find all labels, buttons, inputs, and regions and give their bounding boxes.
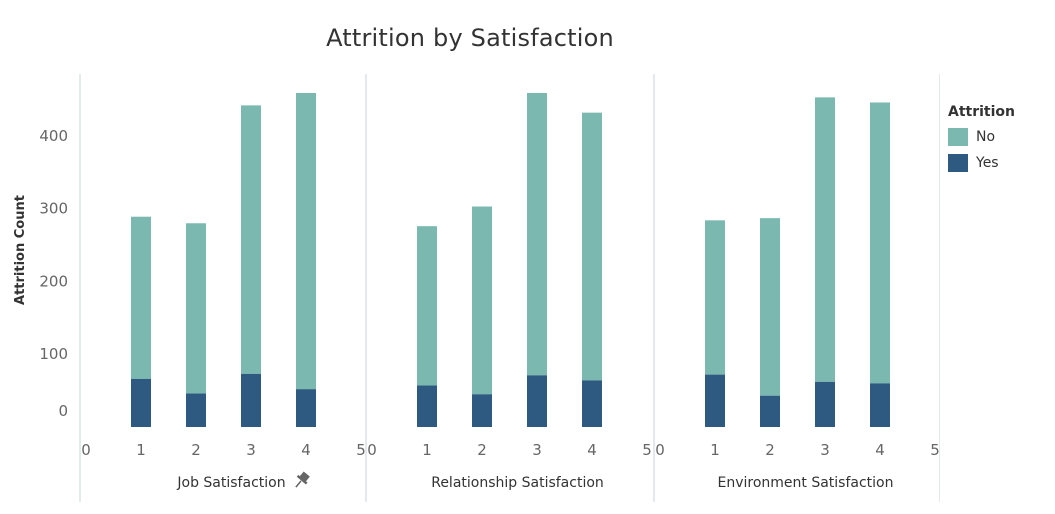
y-tick-label: 300 bbox=[39, 200, 68, 218]
y-tick-label: 200 bbox=[39, 272, 68, 290]
chart-title: Attrition by Satisfaction bbox=[326, 24, 614, 52]
legend-title: Attrition bbox=[948, 104, 1015, 120]
bar-yes bbox=[582, 380, 602, 427]
x-tick-label: 4 bbox=[875, 441, 885, 459]
legend-label-yes: Yes bbox=[976, 155, 999, 171]
x-tick-label: 3 bbox=[532, 441, 542, 459]
bar-no bbox=[131, 216, 151, 379]
pin-icon[interactable] bbox=[291, 470, 311, 491]
bar-no bbox=[241, 105, 261, 374]
x-tick-label: 0 bbox=[367, 441, 377, 459]
x-tick-label: 4 bbox=[301, 441, 311, 459]
bar-yes bbox=[527, 375, 547, 427]
x-tick-label: 1 bbox=[136, 441, 146, 459]
y-tick-label: 100 bbox=[39, 345, 68, 363]
x-tick-label: 4 bbox=[587, 441, 597, 459]
bar-no bbox=[527, 93, 547, 376]
bar-yes bbox=[186, 393, 206, 427]
x-tick-label: 3 bbox=[820, 441, 830, 459]
x-tick-label: 2 bbox=[191, 441, 201, 459]
x-tick-label: 2 bbox=[765, 441, 775, 459]
bar-yes bbox=[417, 385, 437, 427]
bar-no bbox=[705, 220, 725, 375]
x-tick-label: 3 bbox=[246, 441, 256, 459]
bar-yes bbox=[472, 394, 492, 427]
bar-no bbox=[582, 112, 602, 381]
bar-yes bbox=[815, 381, 835, 427]
y-axis-label: Attrition Count bbox=[13, 195, 28, 305]
bar-yes bbox=[705, 374, 725, 427]
legend-swatch-yes bbox=[948, 154, 968, 172]
y-tick-label: 400 bbox=[39, 127, 68, 145]
x-tick-label: 5 bbox=[356, 441, 366, 459]
bar-yes bbox=[241, 373, 261, 427]
bar-no bbox=[815, 97, 835, 382]
y-tick-label: 0 bbox=[58, 402, 68, 420]
bar-no bbox=[472, 206, 492, 395]
bar-yes bbox=[870, 383, 890, 427]
bar-no bbox=[417, 226, 437, 386]
bar-yes bbox=[296, 389, 316, 427]
x-tick-label: 1 bbox=[710, 441, 720, 459]
x-axis-label: Environment Satisfaction bbox=[717, 475, 893, 491]
x-tick-label: 1 bbox=[422, 441, 432, 459]
x-axis-label: Relationship Satisfaction bbox=[431, 475, 604, 491]
legend-item-yes[interactable]: Yes bbox=[948, 154, 1015, 172]
bar-no bbox=[186, 223, 206, 394]
x-tick-label: 2 bbox=[477, 441, 487, 459]
x-axis-label: Job Satisfaction bbox=[176, 475, 285, 491]
bar-no bbox=[760, 218, 780, 396]
legend-label-no: No bbox=[976, 129, 996, 145]
legend-swatch-no bbox=[948, 128, 968, 146]
x-tick-label: 5 bbox=[642, 441, 652, 459]
x-tick-label: 0 bbox=[81, 441, 91, 459]
legend: Attrition No Yes bbox=[948, 104, 1015, 180]
bar-yes bbox=[760, 395, 780, 427]
legend-item-no[interactable]: No bbox=[948, 128, 1015, 146]
x-tick-label: 5 bbox=[930, 441, 940, 459]
bar-yes bbox=[131, 378, 151, 427]
bar-no bbox=[296, 93, 316, 390]
x-tick-label: 0 bbox=[655, 441, 665, 459]
bar-no bbox=[870, 102, 890, 384]
